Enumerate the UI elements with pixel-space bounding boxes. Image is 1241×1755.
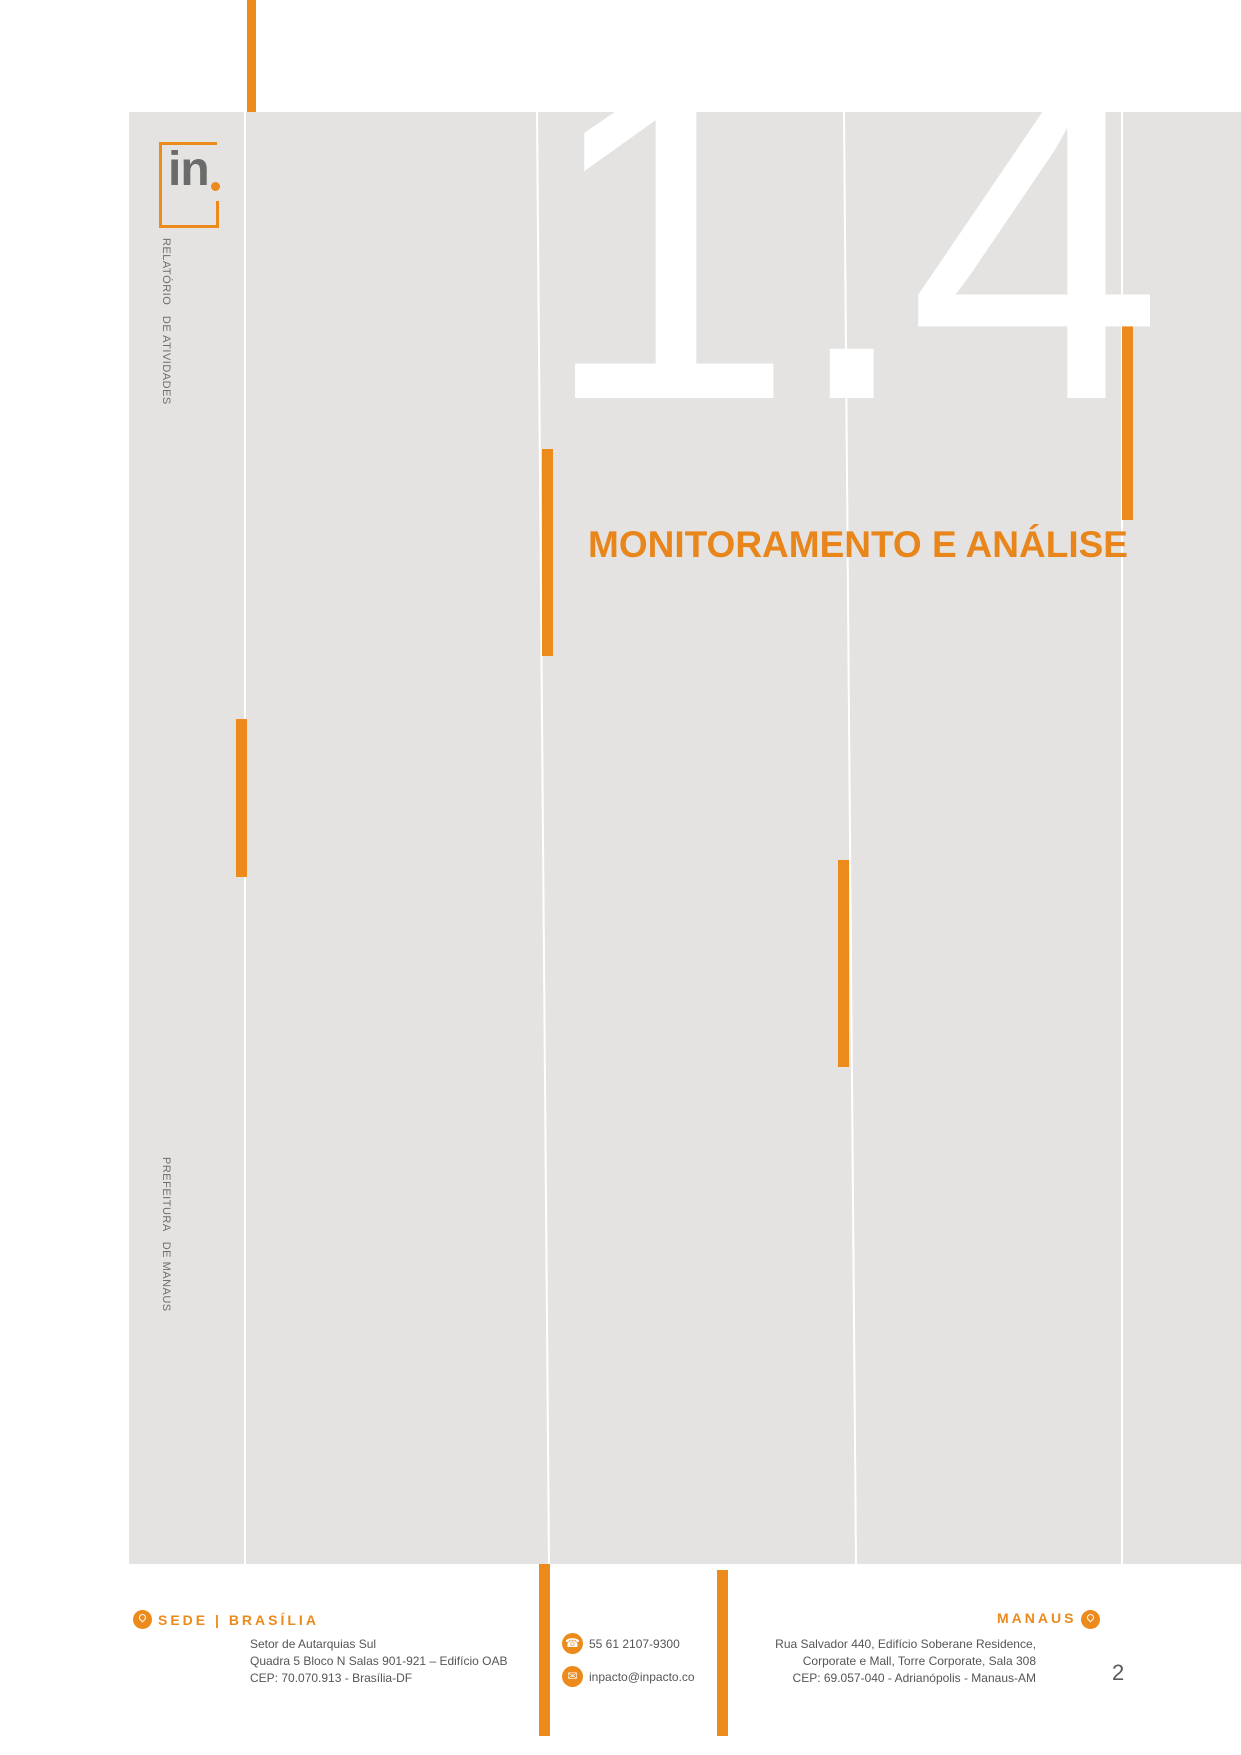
phone-number: 55 61 2107-9300 <box>589 1637 680 1651</box>
logo: in <box>168 143 210 196</box>
accent-bar <box>247 0 256 112</box>
cover-panel <box>129 112 1241 1564</box>
section-title: MONITORAMENTO E ANÁLISE <box>588 524 1128 565</box>
address-line: CEP: 70.070.913 - Brasília-DF <box>250 1671 413 1685</box>
divider-line <box>536 111 550 1565</box>
location-pin-icon <box>133 1610 152 1629</box>
report-title-vertical: RELATÓRIO DE ATIVIDADES <box>160 238 172 405</box>
hq-title: SEDE | BRASÍLIA <box>158 1612 319 1628</box>
phone-icon: ☎ <box>562 1633 583 1654</box>
address-line: Rua Salvador 440, Edifício Soberane Resi… <box>775 1637 1036 1651</box>
accent-bar <box>1122 310 1133 520</box>
email-address: inpacto@inpacto.co <box>589 1670 695 1684</box>
logo-frame <box>159 142 219 228</box>
page-number: 2 <box>1112 1660 1125 1685</box>
address-line: Setor de Autarquias Sul <box>250 1637 377 1651</box>
address-line: Quadra 5 Bloco N Salas 901-921 – Edifíci… <box>250 1654 508 1668</box>
logo-dot <box>211 182 220 191</box>
branch-title: MANAUS <box>997 1610 1077 1626</box>
accent-bar <box>838 860 849 1067</box>
location-pin-icon <box>1081 1610 1100 1629</box>
client-name-vertical: PREFEITURA DE MANAUS <box>160 1157 172 1312</box>
accent-bar <box>539 1564 550 1736</box>
hq-address: Setor de Autarquias Sul Quadra 5 Bloco N… <box>250 1636 507 1687</box>
divider-line <box>843 111 857 1565</box>
accent-bar <box>717 1570 728 1736</box>
address-line: Corporate e Mall, Torre Corporate, Sala … <box>802 1654 1036 1668</box>
accent-bar <box>542 449 553 656</box>
accent-bar <box>236 719 247 877</box>
section-number: 1.4 <box>540 0 1163 496</box>
email-icon: ✉ <box>562 1666 583 1687</box>
branch-address: Rua Salvador 440, Edifício Soberane Resi… <box>775 1636 1036 1687</box>
address-line: CEP: 69.057-040 - Adrianópolis - Manaus-… <box>792 1671 1036 1685</box>
